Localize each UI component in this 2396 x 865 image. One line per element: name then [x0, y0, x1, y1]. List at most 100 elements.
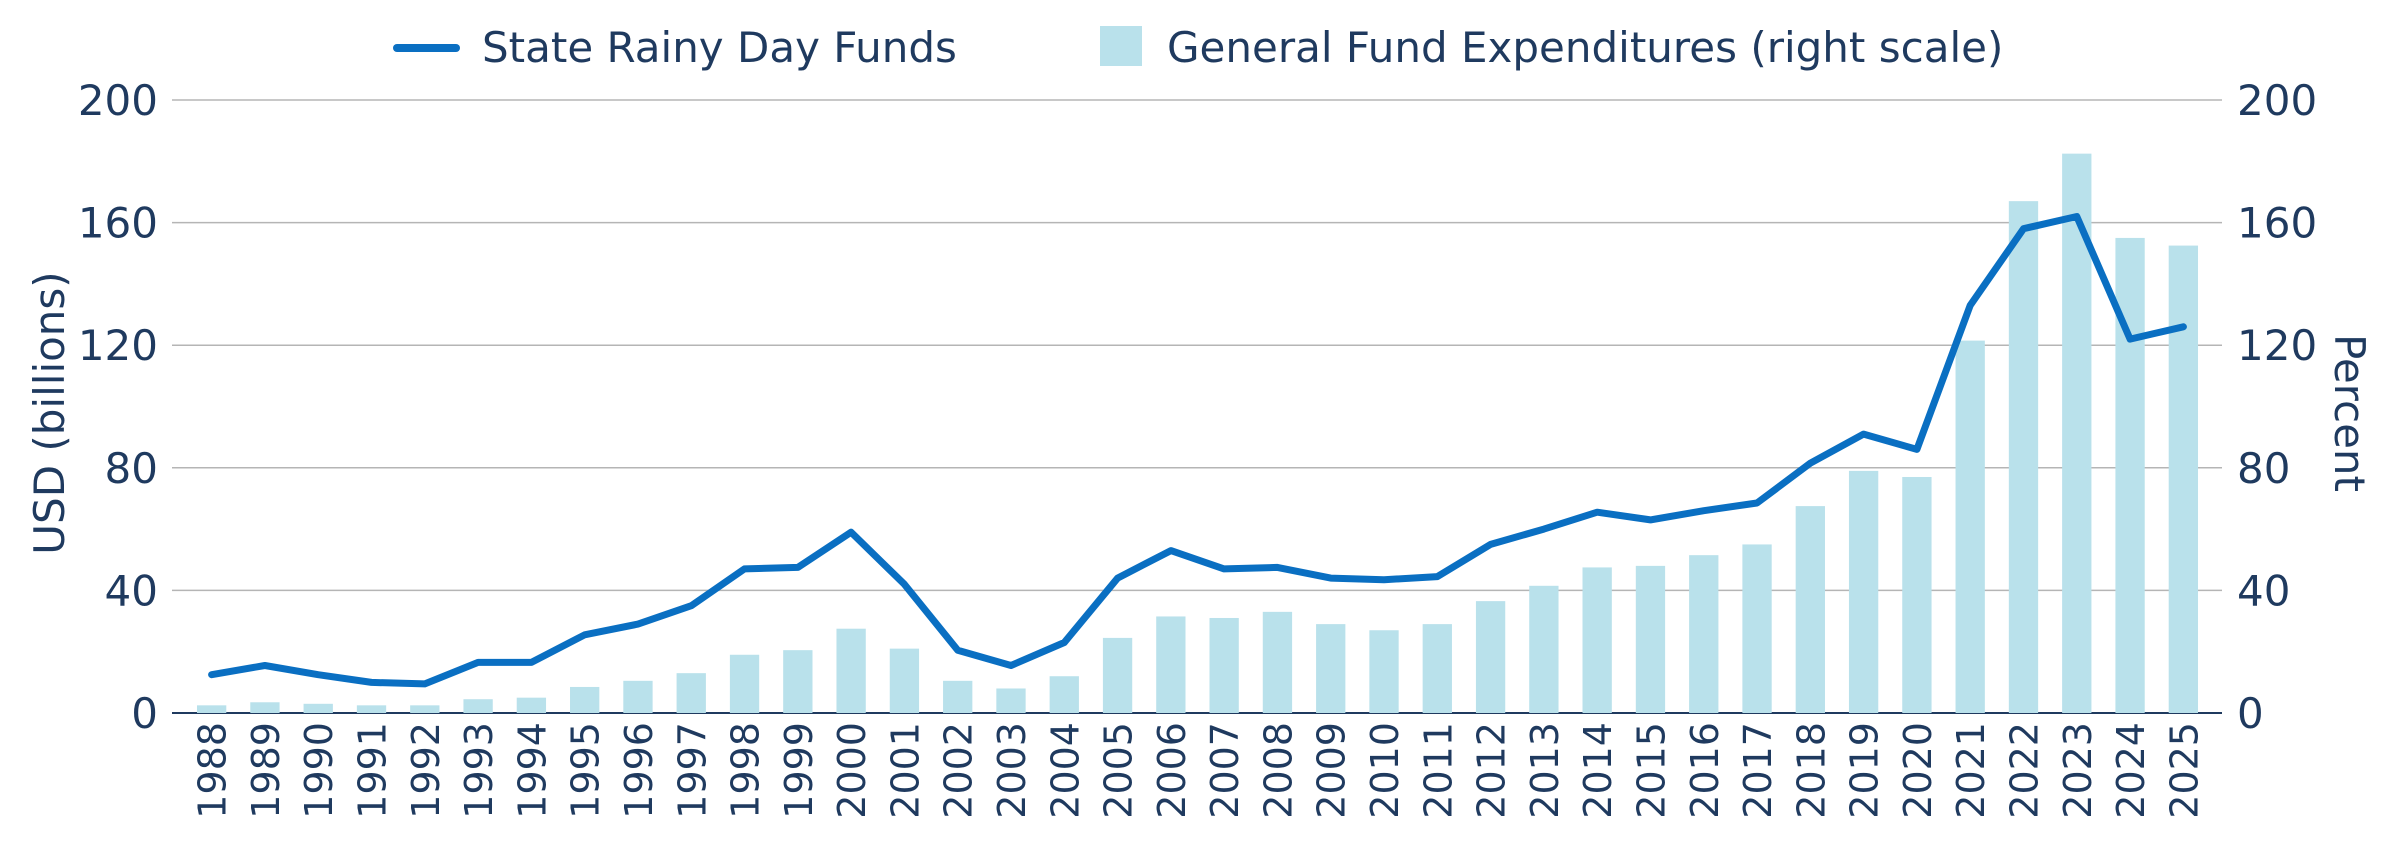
x-tick-label: 2008 — [1256, 722, 1300, 819]
rainy-day-funds-line — [208, 213, 2187, 688]
legend-label-general-fund-expenditures: General Fund Expenditures (right scale) — [1167, 23, 2003, 72]
expenditure-bar — [2168, 245, 2199, 713]
x-tick-label: 1998 — [724, 722, 768, 819]
expenditure-bar — [996, 688, 1026, 713]
rainy-day-funds-line-layer — [208, 213, 2187, 688]
x-tick-label: 2011 — [1416, 722, 1460, 819]
expenditure-bar — [303, 703, 333, 713]
x-tick-label: 1997 — [670, 722, 714, 819]
expenditure-bar — [463, 699, 493, 713]
x-tick-label: 2003 — [990, 722, 1034, 819]
expenditure-bar — [1102, 637, 1133, 713]
right-y-axis-ticks: 0 40 80 120 160 200 — [2237, 76, 2317, 738]
x-tick-label: 1999 — [777, 722, 821, 819]
expenditure-bar — [1635, 565, 1666, 713]
expenditure-bar — [1582, 567, 1612, 713]
expenditure-bar — [783, 650, 813, 713]
expenditure-bar — [1955, 340, 1985, 713]
right-y-tick-label: 120 — [2237, 321, 2317, 370]
x-axis-ticks: 1988 1989 1990 1991 1992 1993 1994 1995 1996 1997… — [191, 722, 2207, 819]
expenditure-bar — [250, 702, 280, 713]
expenditure-bar — [1795, 506, 1825, 713]
x-tick-label: 2015 — [1629, 722, 1673, 819]
x-tick-label: 2018 — [1789, 722, 1833, 819]
expenditure-bar — [1902, 476, 1932, 713]
left-y-tick-label: 0 — [131, 689, 158, 738]
expenditure-bar — [1209, 617, 1239, 713]
expenditure-bar — [836, 628, 866, 713]
x-tick-label: 2002 — [937, 722, 981, 819]
expenditure-bar — [1529, 585, 1559, 713]
x-tick-label: 2020 — [1896, 722, 1940, 819]
left-y-tick-label: 80 — [105, 444, 158, 493]
x-tick-label: 2023 — [2056, 722, 2100, 819]
x-tick-label: 2005 — [1097, 722, 1141, 819]
expenditure-bar — [1475, 601, 1506, 713]
x-tick-label: 1991 — [351, 722, 395, 819]
x-tick-label: 2017 — [1736, 722, 1780, 819]
expenditure-bar — [729, 654, 760, 713]
gridlines — [172, 99, 2222, 714]
expenditure-bar — [1848, 470, 1879, 713]
expenditure-bar — [1422, 624, 1452, 713]
expenditure-bar — [676, 673, 706, 713]
expenditure-bar — [623, 680, 653, 713]
x-tick-label: 2022 — [2002, 722, 2046, 819]
legend: State Rainy Day Funds General Fund Expen… — [393, 23, 2003, 72]
x-tick-label: 2004 — [1043, 722, 1087, 819]
right-y-tick-label: 200 — [2237, 76, 2317, 125]
x-tick-label: 1992 — [404, 722, 448, 819]
x-tick-label: 2019 — [1843, 722, 1887, 819]
x-tick-label: 1996 — [617, 722, 661, 819]
right-y-axis-title: Percent — [2325, 334, 2374, 492]
right-y-tick-label: 40 — [2237, 566, 2290, 615]
expenditure-bar — [889, 648, 920, 713]
expenditure-bar — [196, 705, 227, 713]
expenditure-bar — [570, 686, 600, 713]
x-tick-label: 2012 — [1470, 722, 1514, 819]
x-tick-label: 2006 — [1150, 722, 1194, 819]
legend-label-rainy-day-funds: State Rainy Day Funds — [482, 23, 957, 72]
x-tick-label: 2013 — [1523, 722, 1567, 819]
left-y-tick-label: 200 — [78, 76, 158, 125]
expenditure-bar — [1262, 611, 1293, 713]
expenditure-bar — [410, 705, 440, 713]
x-tick-label: 2014 — [1576, 722, 1620, 819]
expenditure-bar — [1689, 555, 1719, 713]
expenditure-bar — [1156, 616, 1186, 713]
right-y-tick-label: 0 — [2237, 689, 2264, 738]
x-tick-label: 1993 — [457, 722, 501, 819]
expenditure-bar — [2008, 201, 2039, 713]
right-y-tick-label: 160 — [2237, 199, 2317, 248]
legend-bar-swatch — [1100, 26, 1142, 66]
expenditure-bar — [356, 705, 387, 713]
x-tick-label: 1994 — [510, 722, 554, 819]
expenditure-bar — [943, 680, 973, 713]
x-tick-label: 2024 — [2109, 722, 2153, 819]
x-tick-label: 2016 — [1683, 722, 1727, 819]
right-y-tick-label: 80 — [2237, 444, 2290, 493]
left-y-tick-label: 40 — [105, 566, 158, 615]
expenditure-bar — [1316, 624, 1346, 713]
x-tick-label: 2001 — [883, 722, 927, 819]
x-tick-label: 2000 — [830, 722, 874, 819]
x-tick-label: 2007 — [1203, 722, 1247, 819]
x-tick-label: 1989 — [244, 722, 288, 819]
left-y-axis-title: USD (billions) — [25, 271, 74, 554]
x-tick-label: 1988 — [191, 722, 235, 819]
expenditure-bar — [1369, 630, 1399, 713]
expenditure-bar — [1742, 544, 1772, 713]
x-tick-label: 2010 — [1363, 722, 1407, 819]
expenditure-bar — [1049, 676, 1079, 713]
expenditure-bar — [516, 697, 547, 713]
x-tick-label: 1990 — [297, 722, 341, 819]
left-y-tick-label: 120 — [78, 321, 158, 370]
x-tick-label: 2009 — [1310, 722, 1354, 819]
left-y-axis-ticks: 0 40 80 120 160 200 — [78, 76, 158, 738]
x-tick-label: 2025 — [2162, 722, 2206, 819]
left-y-tick-label: 160 — [78, 199, 158, 248]
x-tick-label: 2021 — [1949, 722, 1993, 819]
expenditure-bars — [196, 153, 2199, 714]
